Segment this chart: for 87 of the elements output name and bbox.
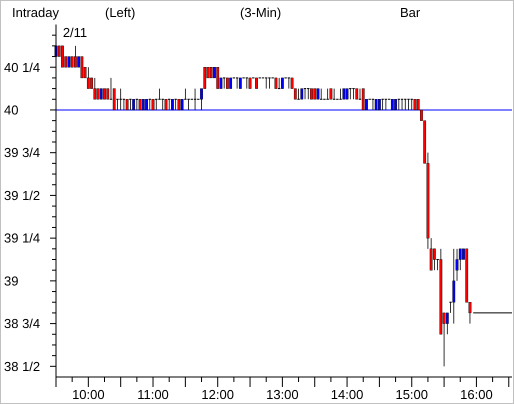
candlestick [236,77,238,89]
candlestick [93,78,96,100]
candlestick [355,88,358,100]
x-tick-label: 13:00 [266,387,299,402]
candlestick [265,77,268,89]
candlestick [332,88,336,100]
candlestick [152,98,154,110]
candlestick [119,88,122,110]
x-tick-label: 15:00 [395,387,428,402]
x-tick-label: 14:00 [330,387,364,402]
candlestick [372,98,374,110]
x-tick-label: 16:00 [460,387,493,402]
candlestick [194,88,196,110]
candlestick [136,98,138,110]
y-tick-label: 40 1/4 [4,60,40,75]
candlestick [162,98,164,110]
candlestick [187,98,190,110]
candlestick [307,88,310,100]
candlestick [278,78,280,90]
candlestick [246,77,248,89]
text: Bar [400,5,421,20]
candlestick [452,248,456,324]
candlestick [414,98,416,110]
candlestick [349,88,352,100]
x-tick-label: 11:00 [137,387,169,402]
candlestick [222,77,226,89]
x-tick-label: 12:00 [201,387,234,402]
x-tick-label: 10:00 [72,387,105,402]
candlestick [126,98,129,110]
candlestick [100,88,103,100]
candlestick [238,78,242,89]
candlestick [288,77,290,89]
candlestick [268,77,271,89]
candlestick [362,88,365,110]
candlestick [342,88,346,100]
candlestick [339,88,342,100]
candlestick [226,78,229,89]
candlestick [310,88,313,100]
candlestick [70,56,74,68]
y-tick-label: 39 [4,273,18,288]
candlestick [381,98,384,110]
y-tick-label: 38 3/4 [4,316,40,332]
candlestick [103,88,106,100]
y-tick-label: 39 3/4 [4,145,40,160]
candlestick [122,98,126,110]
candlestick [410,98,413,110]
candlestick [297,88,300,100]
candlestick [148,98,151,110]
candlestick [61,45,64,68]
candlestick [432,248,436,271]
candlestick [280,78,284,89]
candlestick [129,98,132,110]
candlestick [404,98,406,110]
candlestick [313,88,316,100]
candlestick [216,66,220,89]
candlestick [248,78,252,89]
candlestick [164,98,168,110]
candlestick [398,98,400,110]
candlestick [384,98,388,110]
annotation: 2/11 [62,25,88,40]
chart-title: Intraday [12,5,60,20]
candlestick [174,98,177,110]
candlestick [329,88,332,100]
candlestick [210,66,213,78]
candlestick [168,98,170,110]
candlestick [68,56,70,68]
candlestick [229,78,232,89]
candlestick [96,88,100,100]
text: (3-Min) [240,5,282,20]
candlestick [346,88,348,100]
candlestick [86,66,90,89]
text: (Left) [105,5,136,20]
candlestick [255,78,258,89]
candlestick [274,78,278,89]
y-tick-label: 40 [4,102,18,118]
candlestick [80,56,84,78]
y-tick-label: 39 1/2 [4,188,40,203]
candlestick [177,98,180,110]
candlestick [326,88,329,100]
y-tick-label: 39 1/4 [4,230,40,246]
candlestick [300,88,304,100]
candlestick [320,88,322,100]
candlestick [74,45,77,68]
candlestick [316,88,320,100]
candlestick [138,98,142,110]
candlestick [155,98,158,110]
y-tick-label: 38 1/2 [4,358,40,374]
